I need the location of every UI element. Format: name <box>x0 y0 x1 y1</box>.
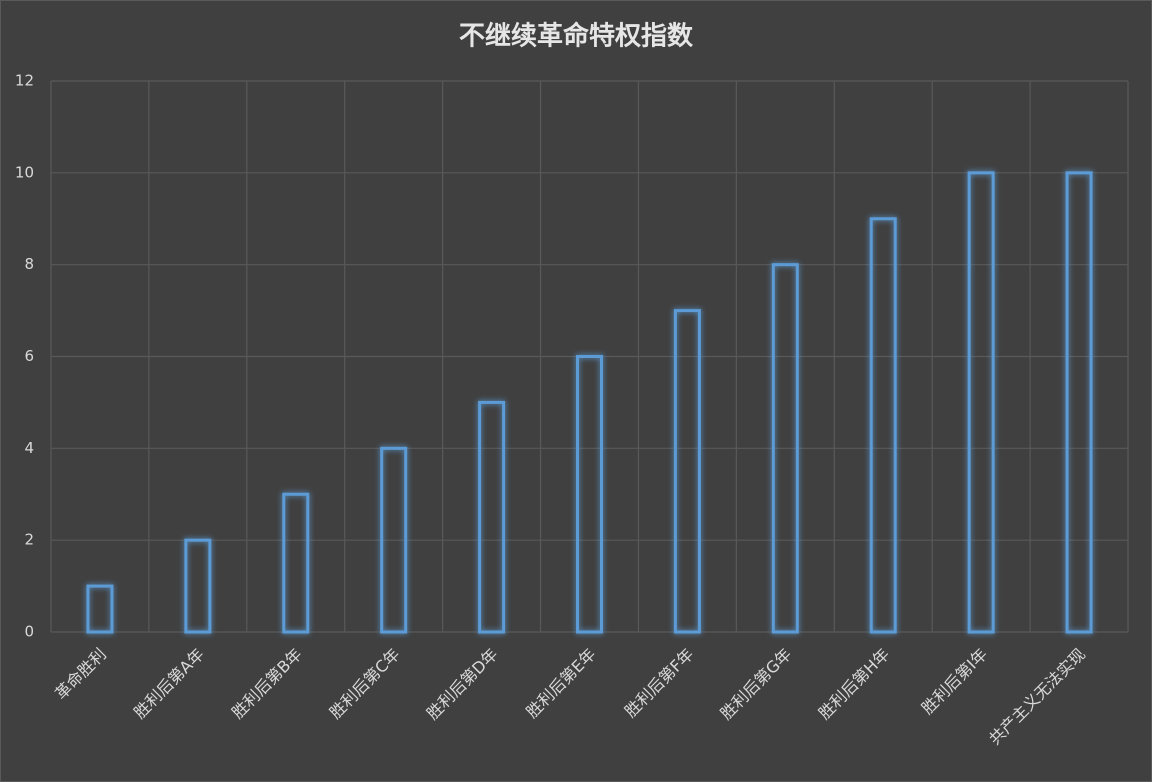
bar <box>576 355 603 634</box>
y-tick-label: 4 <box>24 439 34 457</box>
bar <box>478 400 506 634</box>
chart-title: 不继续革命特权指数 <box>459 21 694 52</box>
y-tick-label: 6 <box>24 347 34 365</box>
bar <box>1065 171 1093 634</box>
bar <box>380 446 408 634</box>
bar <box>771 263 799 634</box>
bar <box>967 171 995 634</box>
bar <box>184 538 212 634</box>
y-tick-label: 0 <box>24 623 34 641</box>
y-tick-label: 10 <box>15 163 34 181</box>
bar <box>869 217 897 634</box>
y-tick-label: 12 <box>15 72 34 90</box>
y-tick-label: 8 <box>24 255 34 273</box>
bar <box>86 584 114 634</box>
y-tick-label: 2 <box>24 531 34 549</box>
bar <box>673 309 701 634</box>
bar <box>282 492 310 634</box>
